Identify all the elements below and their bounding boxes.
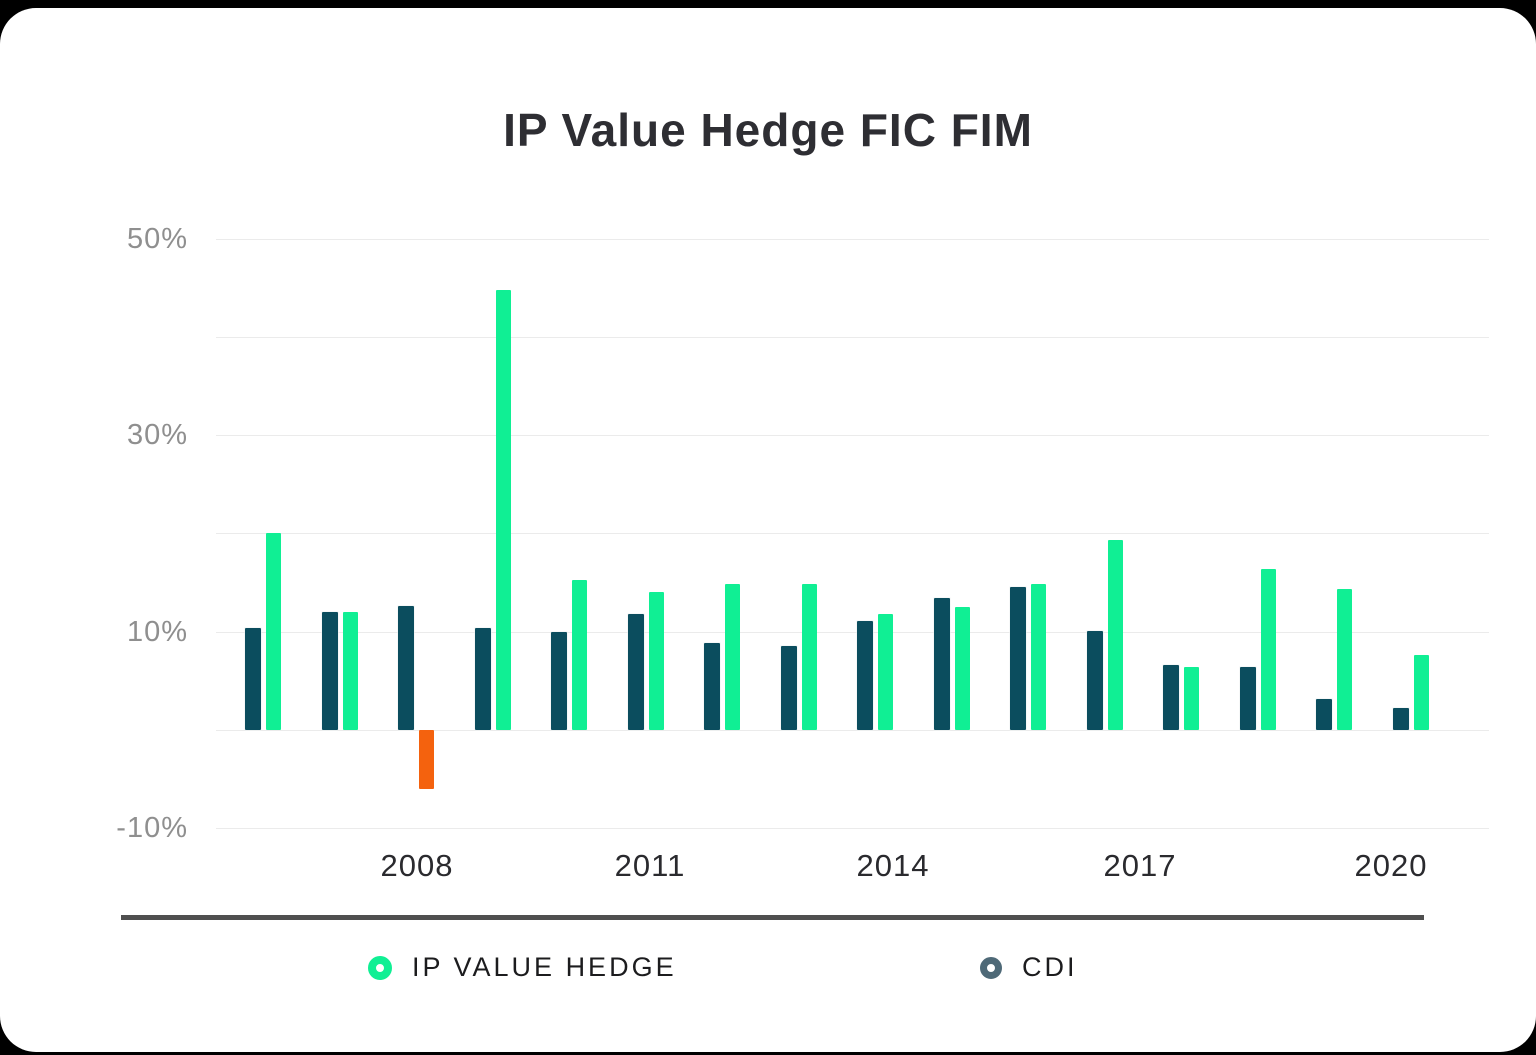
bar-ip-value-hedge-2016 xyxy=(1031,584,1046,730)
bar-cdi-2006 xyxy=(245,628,261,730)
bar-cdi-2018 xyxy=(1163,665,1179,730)
gridline xyxy=(216,239,1489,240)
gridline xyxy=(216,435,1489,436)
bar-cdi-2007 xyxy=(322,612,338,730)
bar-cdi-2012 xyxy=(704,643,720,730)
legend-divider xyxy=(121,915,1424,920)
bar-ip-value-hedge-2018 xyxy=(1184,667,1199,730)
bar-ip-value-hedge-2012 xyxy=(725,584,740,730)
chart-title: IP Value Hedge FIC FIM xyxy=(503,103,1033,156)
y-axis-tick-label: 10% xyxy=(126,616,188,648)
bar-ip-value-hedge-2019 xyxy=(1261,569,1276,730)
bar-ip-value-hedge-2017 xyxy=(1108,540,1123,730)
gridline xyxy=(216,632,1489,633)
y-axis-tick-label: 30% xyxy=(126,419,188,451)
bar-ip-value-hedge-2014 xyxy=(878,614,893,730)
legend-ring-icon-green xyxy=(368,955,392,980)
legend-item-cdi[interactable]: CDI xyxy=(980,952,1078,983)
gridline xyxy=(216,730,1489,731)
bar-ip-value-hedge-2009 xyxy=(496,290,511,730)
bar-cdi-2015 xyxy=(934,598,950,730)
bar-ip-value-hedge-2020 xyxy=(1337,589,1352,730)
chart-card xyxy=(0,8,1536,1052)
bar-ip-value-hedge-2011 xyxy=(649,592,664,730)
gridline xyxy=(216,828,1489,829)
x-axis-tick-label: 2017 xyxy=(1103,848,1177,883)
gridline xyxy=(216,337,1489,338)
bar-ip-value-hedge-2008 xyxy=(419,730,434,789)
legend-item-ip-value-hedge[interactable]: IP VALUE HEDGE xyxy=(368,952,677,983)
bar-ip-value-hedge-2010 xyxy=(572,580,587,730)
bar-cdi-2017 xyxy=(1087,631,1103,730)
bar-cdi-2020 xyxy=(1316,699,1332,730)
bar-ip-value-hedge-2021 xyxy=(1414,655,1429,730)
x-axis-tick-label: 2020 xyxy=(1354,848,1428,883)
bar-cdi-2021 xyxy=(1393,708,1409,730)
bar-cdi-2019 xyxy=(1240,667,1256,730)
bar-ip-value-hedge-2006 xyxy=(266,533,281,730)
legend-label-cdi: CDI xyxy=(1022,952,1078,982)
bar-ip-value-hedge-2007 xyxy=(343,612,358,730)
bar-cdi-2016 xyxy=(1010,587,1026,730)
bar-ip-value-hedge-2013 xyxy=(802,584,817,730)
y-axis-tick-label: 50% xyxy=(126,223,188,255)
legend-ring-icon-slate xyxy=(980,956,1002,979)
gridline xyxy=(216,533,1489,534)
x-axis-tick-label: 2014 xyxy=(856,848,930,883)
bar-cdi-2013 xyxy=(781,646,797,730)
bar-cdi-2008 xyxy=(398,606,414,730)
bar-cdi-2011 xyxy=(628,614,644,730)
bar-ip-value-hedge-2015 xyxy=(955,607,970,730)
legend-label-ip-value-hedge: IP VALUE HEDGE xyxy=(412,952,677,982)
x-axis-tick-label: 2011 xyxy=(614,848,686,883)
bar-cdi-2014 xyxy=(857,621,873,730)
bar-cdi-2010 xyxy=(551,632,567,730)
x-axis-tick-label: 2008 xyxy=(380,848,454,883)
y-axis-tick-label: -10% xyxy=(116,812,188,844)
bar-cdi-2009 xyxy=(475,628,491,730)
